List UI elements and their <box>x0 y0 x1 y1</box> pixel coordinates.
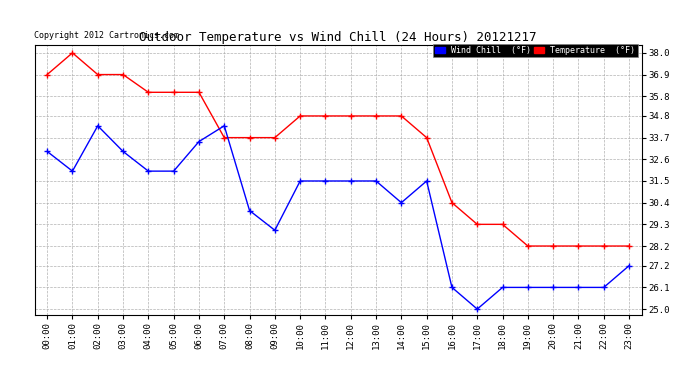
Legend: Wind Chill  (°F), Temperature  (°F): Wind Chill (°F), Temperature (°F) <box>433 44 638 57</box>
Title: Outdoor Temperature vs Wind Chill (24 Hours) 20121217: Outdoor Temperature vs Wind Chill (24 Ho… <box>139 31 537 44</box>
Text: Copyright 2012 Cartronics.com: Copyright 2012 Cartronics.com <box>34 31 179 40</box>
